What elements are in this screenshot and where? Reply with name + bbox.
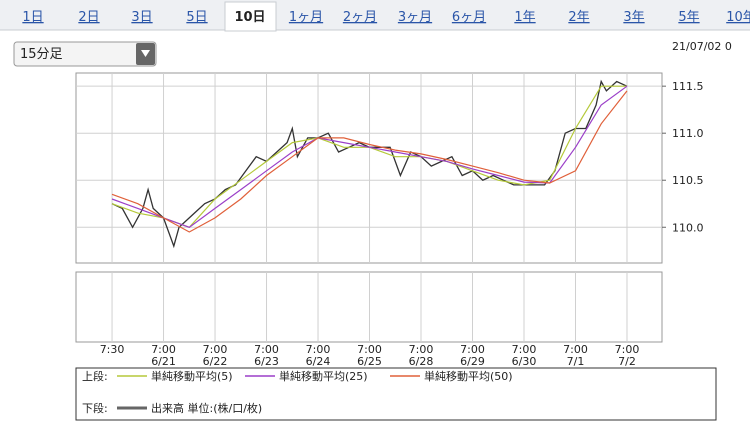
moving-average-line (111, 85, 628, 228)
tab[interactable]: 1ヶ月 (289, 10, 323, 25)
legend-label: 単純移動平均(5) (151, 369, 233, 383)
x-tick-label: 7:30 (100, 343, 125, 356)
x-tick-date: 6/24 (306, 355, 331, 368)
tab[interactable]: 3ヶ月 (398, 10, 432, 25)
interval-select-label: 15分足 (20, 47, 63, 62)
tab[interactable]: 2ヶ月 (343, 10, 377, 25)
y-tick-label: 110.5 (672, 174, 704, 187)
x-tick-label: 7:00 (203, 343, 228, 356)
legend-lower-label: 下段: (82, 401, 108, 415)
legend-label: 出来高 単位:(株/口/枚) (151, 401, 262, 415)
x-tick-label: 7:00 (615, 343, 640, 356)
x-tick-label: 7:00 (151, 343, 176, 356)
tab[interactable]: 1日 (22, 10, 43, 25)
active-tab (224, 1, 277, 32)
tab[interactable]: 3日 (131, 10, 152, 25)
x-tick-date: 6/29 (460, 355, 485, 368)
x-tick-label: 7:00 (306, 343, 331, 356)
x-tick-label: 7:00 (563, 343, 588, 356)
legend-upper-label: 上段: (82, 369, 108, 383)
interval-select[interactable] (13, 41, 157, 67)
legend-label: 単純移動平均(50) (424, 369, 513, 383)
legend-label: 単純移動平均(25) (279, 369, 368, 383)
y-tick-label: 111.0 (672, 127, 704, 140)
tab[interactable]: 10日 (234, 10, 265, 25)
x-tick-date: 6/25 (357, 355, 382, 368)
x-tick-date: 6/23 (254, 355, 279, 368)
tab[interactable]: 1年 (514, 10, 535, 25)
x-tick-date: 6/21 (151, 355, 176, 368)
tab[interactable]: 10年 (726, 10, 750, 25)
x-tick-label: 7:00 (409, 343, 434, 356)
timestamp: 21/07/02 0 (672, 40, 732, 53)
x-tick-label: 7:00 (512, 343, 537, 356)
x-tick-label: 7:00 (254, 343, 279, 356)
x-tick-date: 6/22 (203, 355, 228, 368)
tab[interactable]: 5日 (186, 10, 207, 25)
price-line (111, 79, 628, 249)
x-tick-date: 7/1 (567, 355, 585, 368)
tab[interactable]: 2年 (568, 10, 589, 25)
x-tick-date: 6/28 (409, 355, 434, 368)
tab[interactable]: 2日 (78, 10, 99, 25)
y-tick-label: 110.0 (672, 221, 704, 234)
moving-average-line (111, 90, 628, 233)
select-arrow (141, 50, 150, 57)
x-tick-label: 7:00 (357, 343, 382, 356)
tab[interactable]: 5年 (678, 10, 699, 25)
tab-bar (0, 0, 750, 30)
volume-panel (75, 271, 663, 343)
tab[interactable]: 6ヶ月 (452, 10, 486, 25)
x-tick-date: 6/30 (512, 355, 537, 368)
price-panel (75, 72, 663, 264)
y-tick-label: 111.5 (672, 80, 704, 93)
x-tick-date: 7/2 (618, 355, 636, 368)
x-tick-label: 7:00 (460, 343, 485, 356)
tab[interactable]: 3年 (623, 10, 644, 25)
